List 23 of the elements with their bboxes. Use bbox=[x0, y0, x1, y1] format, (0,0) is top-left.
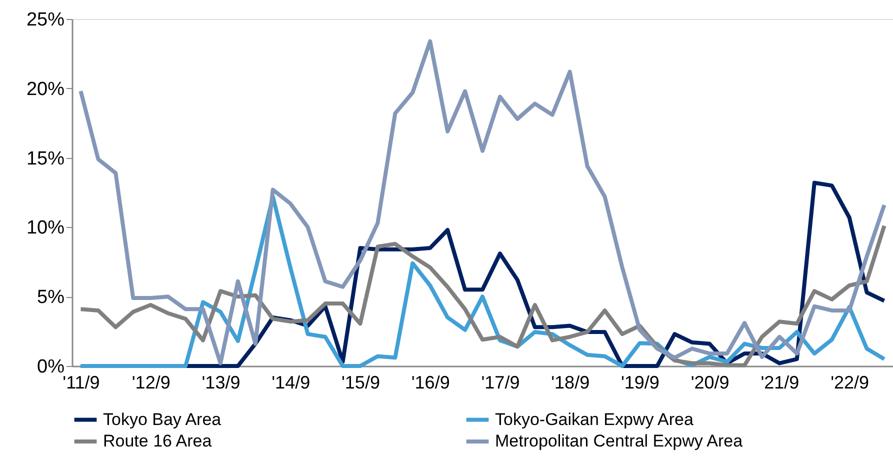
y-tick-label: 25% bbox=[26, 10, 65, 30]
x-tick-label: '21/9 bbox=[760, 372, 800, 392]
x-tick-label: '19/9 bbox=[620, 372, 660, 392]
legend-label: Metropolitan Central Expwy Area bbox=[495, 432, 744, 450]
x-tick-label: '18/9 bbox=[551, 372, 590, 392]
y-tick-label: 0% bbox=[37, 356, 65, 378]
legend-label: Tokyo-Gaikan Expwy Area bbox=[495, 410, 694, 429]
x-tick-label: '20/9 bbox=[690, 372, 730, 392]
x-tick-label: '17/9 bbox=[481, 372, 520, 392]
x-tick-label: '11/9 bbox=[62, 372, 100, 392]
x-tick-label: '22/9 bbox=[830, 372, 870, 392]
x-tick-label: '14/9 bbox=[272, 372, 310, 392]
x-tick-label: '12/9 bbox=[132, 372, 170, 392]
x-tick-label: '16/9 bbox=[411, 372, 450, 392]
y-tick-label: 10% bbox=[26, 218, 65, 239]
x-tick-label: '15/9 bbox=[341, 372, 380, 392]
legend-label: Route 16 Area bbox=[103, 432, 212, 450]
legend-label: Tokyo Bay Area bbox=[103, 410, 222, 429]
line-series bbox=[78, 39, 886, 366]
y-tick-label: 20% bbox=[26, 78, 65, 100]
y-tick-label: 15% bbox=[26, 148, 65, 170]
x-tick-label: '13/9 bbox=[202, 372, 240, 392]
y-tick-label: 5% bbox=[37, 287, 65, 308]
